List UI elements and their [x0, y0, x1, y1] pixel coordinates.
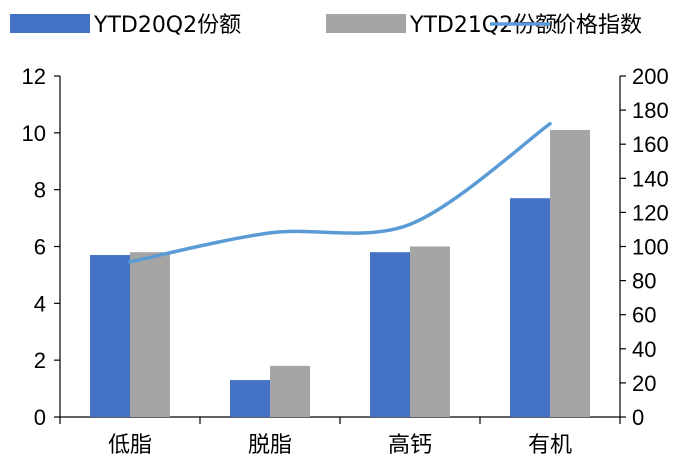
x-category-label: 高钙 — [388, 433, 432, 458]
bar-ytd20q2 — [90, 255, 130, 417]
price-index-line — [128, 121, 552, 264]
y-right-tick-label: 120 — [632, 200, 669, 225]
y-right-tick-label: 180 — [632, 98, 669, 123]
y-right-tick-label: 140 — [632, 166, 669, 191]
x-category-label: 脱脂 — [248, 433, 292, 458]
y-right-tick-label: 80 — [632, 269, 656, 294]
y-right-tick-label: 60 — [632, 303, 656, 328]
bar-ytd20q2 — [510, 198, 550, 417]
y-right-tick-label: 0 — [632, 405, 644, 430]
y-left-tick-label: 12 — [22, 64, 46, 89]
y-left-tick-label: 8 — [34, 178, 46, 203]
y-left-tick-label: 6 — [34, 235, 46, 260]
bar-ytd21q2 — [130, 252, 170, 417]
legend-price-index-label: 价格指数 — [554, 13, 642, 38]
y-right-tick-label: 20 — [632, 371, 656, 396]
bar-ytd21q2 — [550, 129, 590, 417]
bar-ytd21q2 — [270, 365, 310, 417]
legend-ytd20q2-label: YTD20Q2份额 — [93, 13, 241, 38]
y-left-tick-label: 4 — [34, 291, 46, 316]
legend-ytd21q2-swatch — [326, 14, 406, 33]
y-right-tick-label: 160 — [632, 132, 669, 157]
legend-ytd20q2-swatch — [10, 14, 90, 33]
y-left-tick-label: 10 — [22, 121, 46, 146]
price-index-line-group — [128, 121, 552, 264]
y-right-tick-label: 40 — [632, 337, 656, 362]
y-left-tick-label: 0 — [34, 405, 46, 430]
bar-ytd20q2 — [370, 252, 410, 417]
y-right-tick-label: 100 — [632, 235, 669, 260]
bars — [90, 129, 590, 417]
y-left-tick-label: 2 — [34, 348, 46, 373]
bar-ytd21q2 — [410, 246, 450, 417]
bar-ytd20q2 — [230, 380, 270, 417]
x-category-label: 低脂 — [108, 433, 152, 458]
y-right-tick-label: 200 — [632, 64, 669, 89]
x-category-label: 有机 — [528, 433, 572, 458]
